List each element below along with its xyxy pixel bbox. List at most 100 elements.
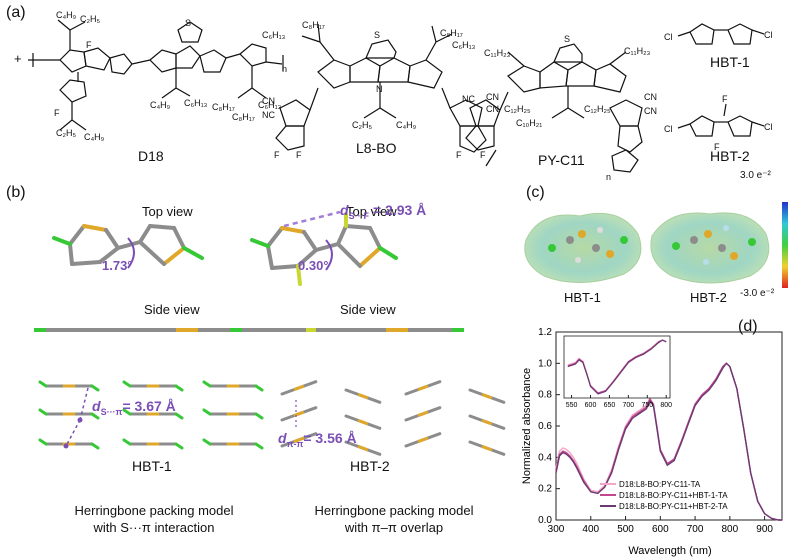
inset-series-line-3 (567, 339, 667, 395)
chem-label-c8h17-e: C₈H₁₇ (302, 20, 325, 30)
side-view-title-hbt1: Side view (144, 302, 200, 317)
top-view-title-hbt1: Top view (142, 204, 193, 219)
chem-label-s-py: S (564, 34, 571, 44)
distance-s-pi: dS···π= 3.67 Å (92, 398, 176, 417)
label-hbt2-a: HBT-2 (710, 148, 750, 164)
distance-s-pi-value: = 3.67 Å (122, 398, 176, 414)
y-tick-label: 1.0 (538, 358, 552, 369)
chem-label-cn-py: CN (644, 92, 657, 102)
chem-label-c2h5-l8: C₂H₅ (352, 120, 373, 130)
esp-scale-min: -3.0 e⁻² (740, 288, 775, 299)
chem-label-c2h5: C₂H₅ (80, 14, 101, 24)
chem-label-c6h13-c: C₆H₁₃ (184, 98, 208, 108)
esp-color-scale (782, 202, 788, 288)
angle-hbt1: 1.73° (102, 258, 133, 273)
chart-y-axis-label: Normalized absorbance (521, 368, 533, 484)
chem-label-f-l8a: F (274, 150, 280, 160)
hbt1-packing (38, 380, 264, 450)
crystal-structures-svg (34, 210, 506, 456)
chem-label-c4h9-l8: C₄H₉ (396, 120, 417, 130)
label-pyc11: PY-C11 (538, 152, 585, 168)
distance-pi-pi-sub: π-π (286, 438, 304, 449)
chem-label-c11h23-b: C₁₁H₂₃ (624, 46, 651, 56)
pyc11-structure (465, 43, 643, 173)
chem-label-plus: + (14, 51, 22, 66)
label-hbt1-a: HBT-1 (710, 54, 750, 70)
chem-label-c12h25-a: C₁₂H₂₅ (504, 104, 531, 114)
esp-maps-svg (524, 202, 788, 288)
distance-pi-pi-symbol: d (278, 430, 287, 446)
caption-hbt2: Herringbone packing model with π–π overl… (284, 502, 504, 536)
chem-label-s-l8: S (374, 30, 381, 40)
label-hbt1-c: HBT-1 (564, 290, 601, 305)
distance-pi-pi-value: = 3.56 Å (303, 430, 357, 446)
chem-label-cn-l8c: CN (486, 104, 499, 114)
y-tick-label: 1.2 (538, 327, 552, 338)
chemical-structures-svg (28, 19, 765, 173)
angle-hbt2: 0.30° (298, 258, 329, 273)
hbt1-structure (677, 23, 765, 45)
chem-label-c4h9: C₄H₉ (56, 10, 77, 20)
chem-label-cl-hbt1a: Cl (664, 32, 673, 42)
hbt2-side-view (230, 328, 464, 332)
label-hbt2-c: HBT-2 (690, 290, 727, 305)
esp-scale-max: 3.0 e⁻² (740, 170, 771, 181)
distance-s-f-symbol: d (340, 202, 349, 218)
chem-label-f-hbt2b: F (714, 142, 720, 152)
y-tick-label: 0.6 (538, 421, 552, 432)
x-tick-label: 600 (652, 524, 669, 535)
chem-label-c8h17-d: C₈H₁₇ (232, 112, 255, 122)
hbt2-top-view (250, 212, 398, 286)
chem-label-cn-py2: CN (644, 106, 657, 116)
chem-label-c4h9-b: C₄H₉ (84, 132, 105, 142)
hbt2-structure (677, 103, 765, 137)
y-tick-label: 0.2 (538, 484, 552, 495)
chem-label-cn-l8b: CN (486, 92, 499, 102)
hbt2-packing (280, 380, 506, 456)
legend-label-1: D18:L8-BO:PY-C11-TA (619, 480, 701, 489)
series-line-3 (555, 362, 782, 521)
chart-lines (555, 362, 782, 521)
x-tick-label: 700 (687, 524, 704, 535)
x-tick-label: 300 (548, 524, 565, 535)
inset-x-tick-label: 650 (604, 402, 616, 409)
x-tick-label: 900 (756, 524, 773, 535)
caption-hbt1-line1: Herringbone packing model (74, 503, 234, 518)
inset-x-tick-label: 700 (623, 402, 635, 409)
chem-label-c8h17-f: C₈H₁₇ (440, 28, 463, 38)
caption-hbt2-line2: with π–π overlap (344, 520, 444, 535)
chem-label-c6h13-e: C₆H₁₃ (262, 30, 286, 40)
chem-label-c6h13-f: C₆H₁₃ (452, 40, 476, 50)
chem-label-cl-hbt1b: Cl (764, 30, 773, 40)
label-hbt1-b: HBT-1 (132, 458, 172, 474)
esp-map-hbt2 (650, 212, 770, 284)
chem-label-f2: F (54, 108, 60, 118)
hbt1-top-view (52, 224, 204, 266)
chem-label-s-btz: S (185, 18, 192, 28)
chart-x-axis-label: Wavelength (nm) (628, 545, 711, 557)
l8bo-structure (275, 23, 487, 153)
inset-x-tick-label: 750 (641, 402, 653, 409)
caption-hbt1-line2: with S···π interaction (93, 520, 215, 535)
x-tick-label: 400 (582, 524, 599, 535)
chem-label-c10h21: C₁₀H₂₁ (516, 118, 543, 128)
distance-s-pi-sub: S···π (100, 406, 123, 417)
chem-label-f: F (86, 40, 92, 50)
absorbance-chart: 300 400 500 600 700 800 900 0.0 0.2 0.4 0.6 0.8 1.0 1… (521, 327, 783, 557)
inset-x-tick-label: 550 (566, 402, 578, 409)
chem-label-cn-l8a: CN (262, 96, 275, 106)
legend-label-3: D18:L8-BO:PY-C11+HBT-2-TA (619, 502, 728, 511)
inset-frame (563, 335, 671, 399)
chem-label-c8h17-c: C₈H₁₇ (212, 102, 235, 112)
inset-x-tick-label: 800 (660, 402, 672, 409)
label-d18: D18 (138, 148, 164, 164)
chem-label-c6h13-d: C₆H₁₃ (258, 100, 282, 110)
chart-legend: D18:L8-BO:PY-C11-TA D18:L8-BO:PY-C11+HBT-… (600, 480, 728, 511)
panel-c-label: (c) (526, 184, 545, 201)
distance-pi-pi: dπ-π= 3.56 Å (278, 430, 357, 449)
y-tick-label: 0.0 (538, 515, 552, 526)
chem-label-nc-py: NC (462, 94, 475, 104)
distance-s-pi-symbol: d (92, 398, 101, 414)
chart-axes: 300 400 500 600 700 800 900 0.0 0.2 0.4 0.6 0.8 1.0 1… (538, 327, 783, 535)
top-view-title-hbt2: Top view (346, 204, 397, 219)
